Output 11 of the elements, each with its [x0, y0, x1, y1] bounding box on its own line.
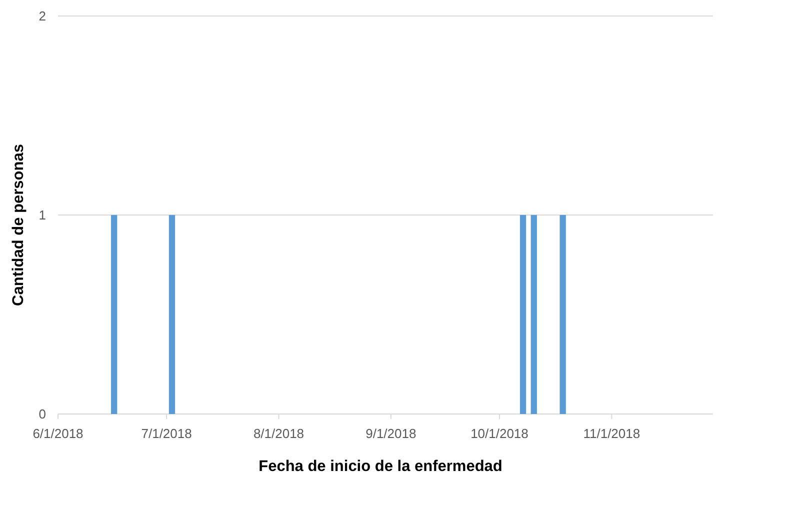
y-tick-label: 1 — [38, 208, 46, 222]
y-tick-label: 2 — [38, 8, 46, 24]
x-tick-label: 7/1/2018 — [141, 426, 192, 441]
x-tick-label: 6/1/2018 — [32, 426, 84, 441]
y-axis-title: Cantidad de personas — [10, 144, 27, 306]
x-tick-label: 9/1/2018 — [366, 426, 416, 441]
x-tick-label: 11/1/2018 — [583, 426, 640, 441]
y-tick-label: 0 — [38, 406, 46, 422]
x-tick-label: 10/1/2018 — [470, 426, 528, 441]
x-tick-label: 8/1/2018 — [253, 426, 304, 441]
x-axis-title: Fecha de inicio de la enfermedad — [258, 458, 502, 475]
